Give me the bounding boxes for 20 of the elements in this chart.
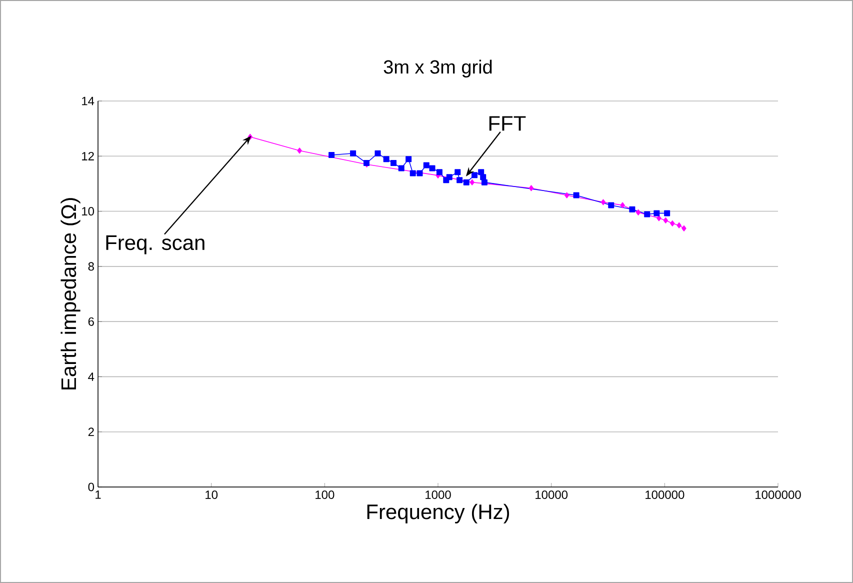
x-tick-label: 1000000 xyxy=(756,490,801,500)
y-tick-label: 8 xyxy=(88,262,94,271)
x-tick-label: 10 xyxy=(206,490,218,500)
x-tick-label: 100 xyxy=(316,490,334,500)
chart-title: 3m x 3m grid xyxy=(384,60,492,78)
x-tick-label: 1000 xyxy=(426,490,451,500)
x-tick-label: 100000 xyxy=(646,490,684,500)
y-axis-title: Earth impedance (Ω) xyxy=(60,198,80,390)
y-tick-label: 2 xyxy=(88,428,94,436)
x-tick-label: 10000 xyxy=(536,490,568,500)
y-tick-label: 14 xyxy=(82,96,94,106)
x-tick-label: 1 xyxy=(96,490,101,499)
y-tick-label: 0 xyxy=(88,482,94,492)
x-axis-title: Frequency (Hz) xyxy=(367,504,510,524)
annotation: FFT xyxy=(489,116,526,131)
y-tick-label: 12 xyxy=(82,152,94,160)
y-tick-label: 10 xyxy=(82,207,94,216)
y-tick-label: 4 xyxy=(88,372,94,381)
y-tick-label: 6 xyxy=(88,317,94,326)
annotation: Freq. scan xyxy=(106,235,204,254)
